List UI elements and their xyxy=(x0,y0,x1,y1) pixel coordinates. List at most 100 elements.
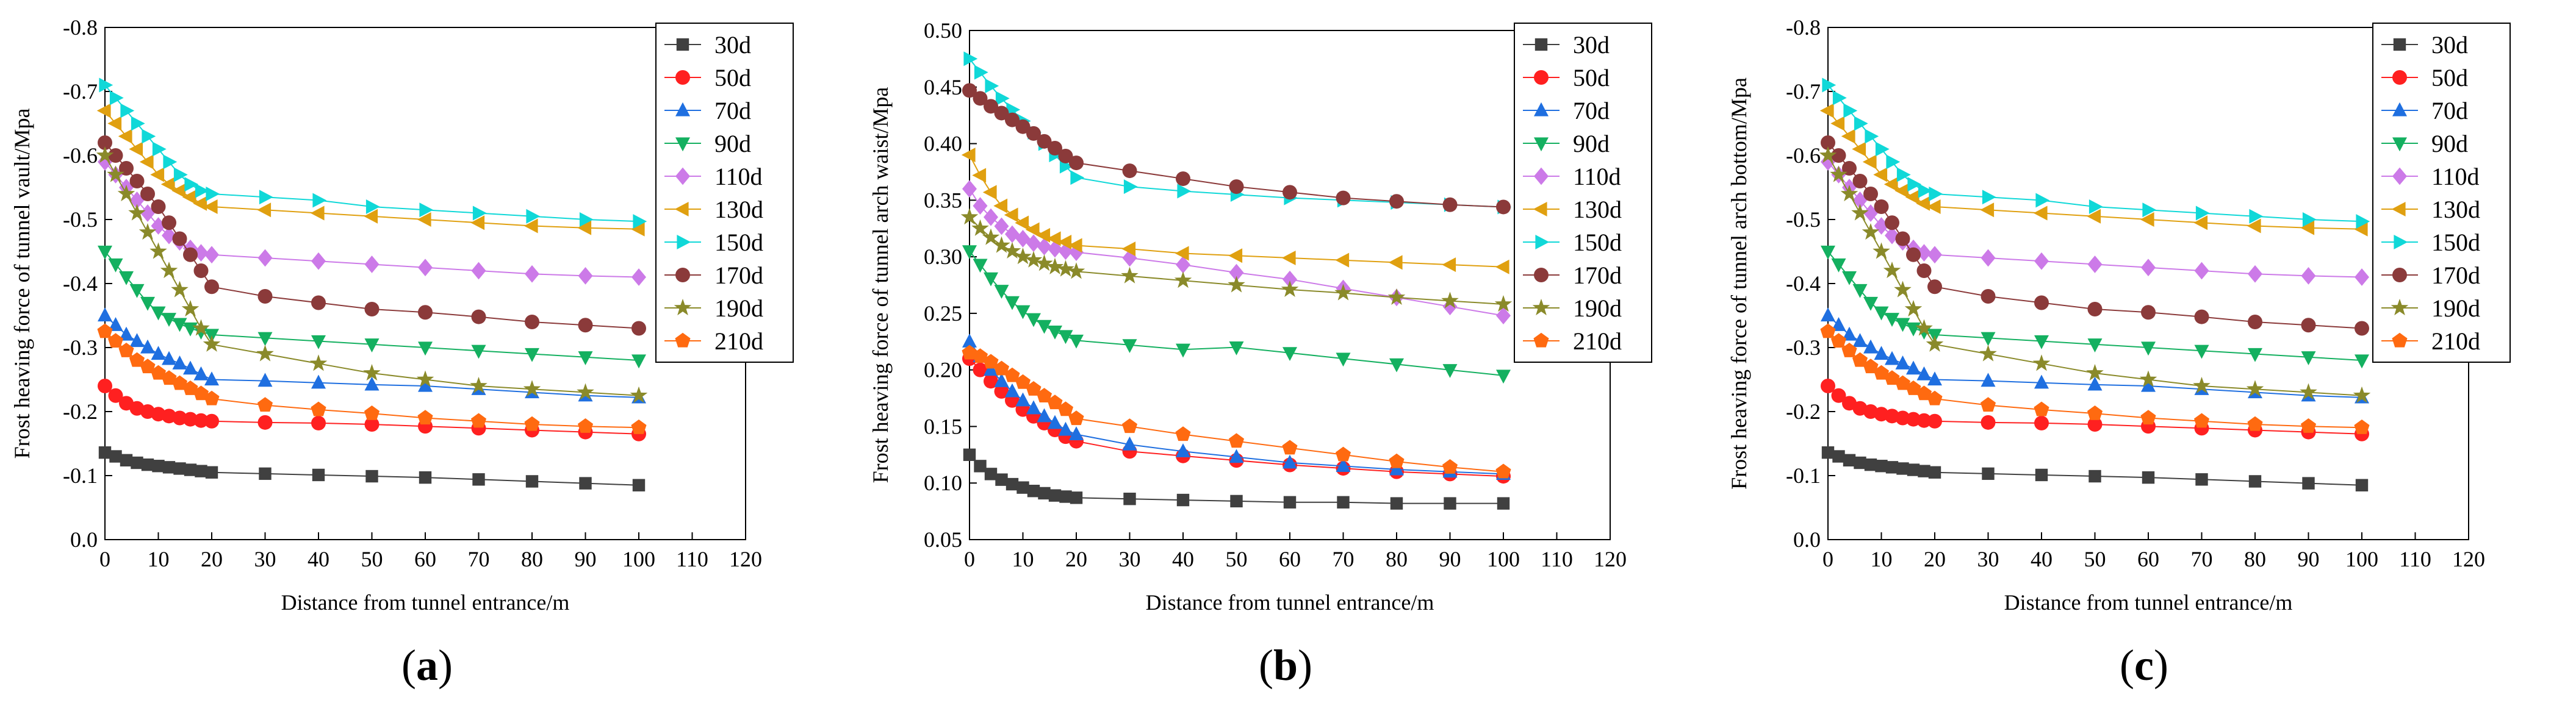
legend-item: 70d xyxy=(1523,97,1610,124)
x-tick-label: 50 xyxy=(2084,547,2106,571)
data-point xyxy=(1874,217,1889,235)
data-point xyxy=(1895,231,1910,246)
data-point xyxy=(2087,302,2103,316)
data-point xyxy=(2087,255,2103,273)
legend-marker xyxy=(1534,167,1549,185)
data-point xyxy=(984,468,998,480)
data-point xyxy=(1335,252,1350,268)
series-30d xyxy=(963,448,1510,510)
data-point xyxy=(1015,215,1029,230)
data-point xyxy=(1885,461,1899,474)
data-point xyxy=(257,249,273,267)
data-point xyxy=(1337,496,1350,509)
series-line xyxy=(104,84,639,223)
y-tick-label: 0.0 xyxy=(1793,527,1821,552)
x-tick-label: 40 xyxy=(2031,547,2053,571)
data-point xyxy=(1862,223,1880,240)
y-tick-label: -0.1 xyxy=(63,463,98,488)
data-point xyxy=(1874,346,1889,360)
data-point xyxy=(472,473,485,486)
x-tick-label: 90 xyxy=(575,547,597,571)
x-tick-label: 0 xyxy=(1822,547,1833,571)
series-110d xyxy=(1821,153,2369,286)
legend-marker xyxy=(1533,202,1547,216)
series-190d xyxy=(1819,146,2371,403)
data-point xyxy=(1841,343,1857,357)
y-axis-title: Frost heaving force of tunnel vault/Mpa xyxy=(10,109,34,459)
data-point xyxy=(1123,493,1136,505)
data-point xyxy=(1830,333,1847,348)
data-point xyxy=(1283,454,1297,469)
data-point xyxy=(1982,190,1996,205)
data-point xyxy=(1281,280,1299,298)
data-point xyxy=(1852,352,1868,367)
data-point xyxy=(1026,126,1041,141)
data-point xyxy=(1496,199,1511,215)
data-point xyxy=(2193,413,2210,428)
x-axis: 0 10 20 30 40 50 60 70 80 90 100 110 120 xyxy=(1822,532,2485,571)
data-point xyxy=(160,262,178,279)
y-tick-label: 0.40 xyxy=(924,132,962,156)
legend-label: 110d xyxy=(714,163,763,190)
legend-label: 50d xyxy=(714,64,751,91)
data-point xyxy=(417,212,431,227)
data-point xyxy=(2195,473,2208,486)
data-point xyxy=(1883,262,1901,279)
y-axis: 0.05 0.10 0.15 0.20 0.25 0.30 0.35 0.40 0.45 0.50 xyxy=(924,18,977,552)
data-point xyxy=(1175,426,1191,441)
legend-label: 190d xyxy=(1573,295,1622,322)
series-210d xyxy=(1820,323,2370,434)
legend: 30d 50d 70d 90d 110d 130d 150d 170d 190d 210d xyxy=(2372,23,2511,363)
data-point xyxy=(97,323,113,338)
data-point xyxy=(525,265,539,283)
data-point xyxy=(2248,265,2262,283)
data-point xyxy=(1058,148,1073,163)
data-point xyxy=(1069,426,1084,441)
data-point xyxy=(2247,218,2261,234)
data-point xyxy=(1840,185,1858,202)
legend-label: 210d xyxy=(1573,327,1622,355)
data-point xyxy=(1229,341,1244,355)
x-tick-label: 70 xyxy=(468,547,490,571)
data-point xyxy=(129,284,145,298)
data-point xyxy=(1058,421,1073,436)
x-tick-label: 100 xyxy=(622,547,655,571)
data-point xyxy=(1122,339,1137,354)
legend-item: 130d xyxy=(1523,196,1622,223)
series-190d xyxy=(96,146,648,403)
x-tick-label: 30 xyxy=(254,547,276,571)
data-point xyxy=(1442,197,1458,212)
data-point xyxy=(1122,436,1137,451)
legend-marker xyxy=(2392,167,2407,185)
data-point xyxy=(162,461,176,474)
data-point xyxy=(129,141,143,157)
data-point xyxy=(984,374,998,389)
data-point xyxy=(1916,413,1932,428)
data-point xyxy=(2301,351,2316,365)
data-point xyxy=(1926,199,1941,214)
data-point xyxy=(2249,209,2264,224)
data-point xyxy=(1035,254,1053,271)
y-tick-label: -0.7 xyxy=(63,79,98,104)
y-tick-label: -0.3 xyxy=(63,335,98,360)
x-tick-label: 20 xyxy=(1924,547,1946,571)
data-point xyxy=(2034,374,2049,389)
legend-marker xyxy=(675,332,691,348)
data-point xyxy=(1176,171,1190,187)
legend-label: 130d xyxy=(1573,196,1622,223)
data-point xyxy=(1927,371,1942,386)
data-point xyxy=(995,91,1010,106)
data-point xyxy=(1841,129,1855,144)
data-point xyxy=(118,129,132,144)
data-point xyxy=(1831,388,1846,403)
data-point xyxy=(98,446,112,459)
data-point xyxy=(107,165,124,182)
data-point xyxy=(419,471,432,484)
data-point xyxy=(311,295,326,310)
legend-marker xyxy=(675,137,690,152)
data-point xyxy=(1283,496,1297,509)
data-point xyxy=(204,279,219,295)
data-point xyxy=(1387,288,1406,305)
data-point xyxy=(472,205,487,221)
data-point xyxy=(1442,459,1458,474)
